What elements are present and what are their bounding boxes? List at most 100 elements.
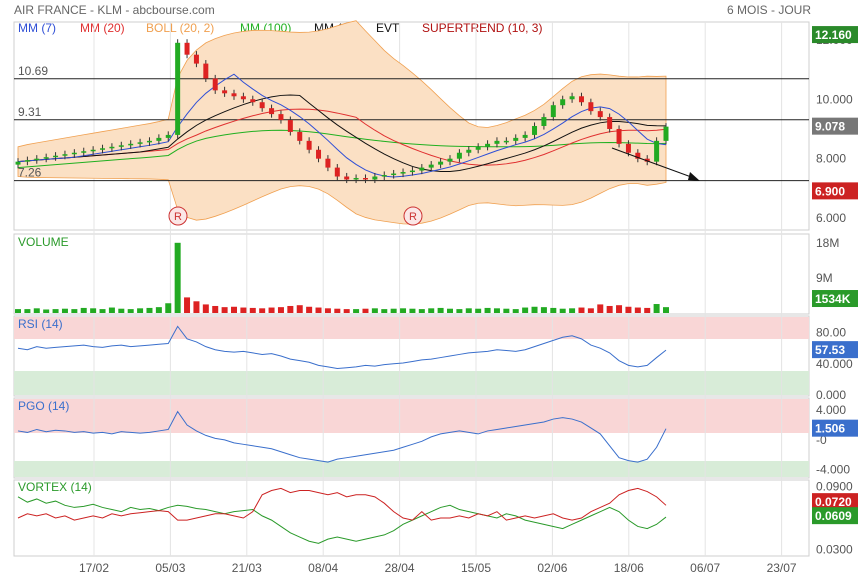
volume-bar: [428, 308, 435, 313]
candle: [259, 102, 265, 109]
candle: [513, 137, 519, 141]
volume-bar: [334, 308, 341, 313]
candle: [447, 158, 453, 162]
candle: [522, 134, 528, 138]
price-high-tag-text: 12.160: [815, 28, 852, 42]
candle: [362, 178, 368, 180]
candle: [118, 145, 124, 147]
candle: [128, 143, 134, 146]
volume-bar: [475, 308, 482, 313]
candle: [184, 42, 190, 55]
volume-label: VOLUME: [18, 235, 69, 249]
x-tick-label: 08/04: [308, 561, 338, 575]
price-level-label: 7.26: [18, 166, 42, 180]
rsi-line: [17, 325, 667, 369]
volume-bar: [24, 309, 31, 313]
candle: [428, 164, 434, 168]
candle: [381, 175, 387, 177]
volume-bar: [578, 307, 585, 313]
volume-axis-label: 9M: [816, 271, 833, 285]
volume-bar: [108, 307, 115, 313]
volume-bar: [569, 308, 576, 313]
volume-bar: [634, 307, 641, 313]
x-tick-label: 02/06: [537, 561, 567, 575]
mm14-line: [17, 94, 667, 173]
candle: [62, 154, 68, 156]
candle: [240, 96, 246, 100]
volume-bar: [296, 305, 303, 313]
price-last-tag-text: 9.078: [815, 120, 845, 134]
evt-arrow-icon: [688, 172, 700, 181]
r-marker-label: R: [409, 211, 417, 223]
pgo-line: [17, 410, 667, 463]
volume-bar: [663, 307, 669, 313]
volume-bar: [80, 307, 87, 313]
volume-bar: [33, 308, 40, 313]
candle: [616, 128, 622, 144]
pgo-label: PGO (14): [18, 399, 69, 413]
price-level-label: 10.69: [18, 64, 48, 78]
candle: [560, 99, 566, 106]
volume-bar: [362, 308, 369, 313]
x-tick-label: 17/02: [79, 561, 109, 575]
volume-bar: [277, 307, 284, 313]
volume-bar: [90, 308, 97, 313]
candle: [466, 149, 472, 153]
candle: [400, 172, 406, 174]
candle: [569, 96, 575, 100]
candle: [306, 140, 312, 150]
rsi-label: RSI (14): [18, 317, 63, 331]
volume-bar: [287, 305, 294, 313]
volume-bar: [540, 307, 547, 313]
volume-bar: [184, 297, 191, 313]
volume-tag-text: 1534K: [815, 292, 851, 306]
volume-bar: [644, 307, 651, 313]
candle: [203, 63, 209, 79]
candle: [409, 170, 415, 173]
candle: [494, 140, 500, 144]
supertrend-tag: [812, 182, 858, 200]
volume-bar: [212, 305, 219, 313]
volume-bar: [512, 309, 519, 313]
volume-bar: [559, 308, 566, 313]
volume-bar: [371, 308, 378, 313]
candle: [644, 158, 650, 162]
pgo-tag: [812, 419, 858, 437]
candle: [456, 152, 462, 159]
candle: [438, 161, 444, 165]
volume-bar: [155, 307, 162, 313]
candle: [81, 151, 87, 153]
candle: [607, 117, 613, 129]
rsi-axis-label: 0.000: [816, 388, 846, 402]
rsi-axis-label: 40.000: [816, 357, 853, 371]
rsi-axis-label: 80.00: [816, 326, 846, 340]
pgo-axis-label: -4.000: [816, 463, 850, 477]
volume-bar: [400, 308, 407, 313]
price-high-tag: [812, 26, 858, 44]
mm100-line: [17, 129, 667, 169]
candle: [146, 140, 152, 143]
chart-title: AIR FRANCE - KLM - abcbourse.com: [14, 3, 215, 17]
x-tick-label: 18/06: [614, 561, 644, 575]
volume-bar: [437, 307, 444, 313]
volume-bar: [625, 306, 632, 313]
candle: [250, 99, 256, 103]
vortex-panel: [13, 479, 810, 557]
r-marker: [403, 206, 423, 226]
candle: [588, 102, 594, 112]
legend-item: MM (20): [80, 21, 125, 35]
r-marker: [168, 206, 188, 226]
candle: [71, 152, 77, 155]
candle: [90, 149, 96, 152]
volume-bar: [127, 309, 134, 313]
candle: [391, 173, 397, 176]
volume-bar: [484, 307, 491, 313]
legend-item: MM (7): [18, 21, 56, 35]
vortex-minus-tag: [812, 493, 858, 511]
volume-bar: [268, 307, 275, 313]
candle: [344, 176, 350, 180]
candle: [475, 146, 481, 150]
volume-axis-label: 18M: [816, 236, 839, 250]
volume-bar: [456, 309, 463, 313]
